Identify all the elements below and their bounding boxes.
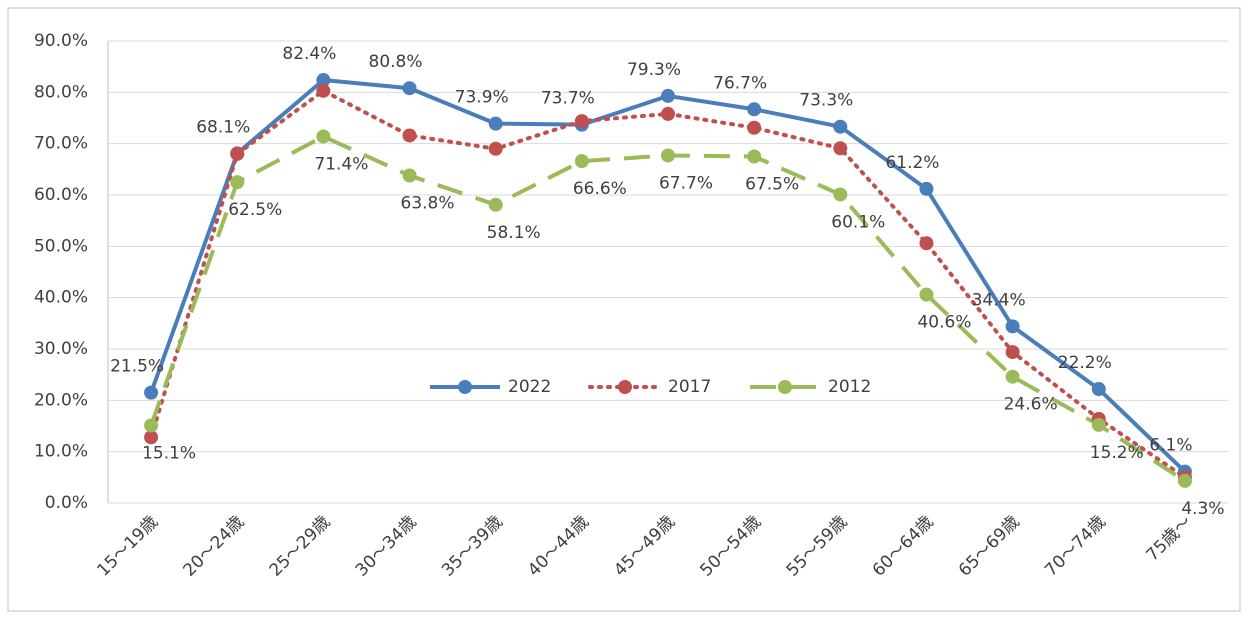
data-label: 15.2%: [1090, 443, 1144, 463]
data-label: 73.7%: [541, 89, 595, 109]
data-point: [833, 119, 848, 134]
legend-label: 2022: [508, 377, 551, 397]
x-tick-label: 75歳～: [1143, 512, 1196, 565]
data-label: 80.8%: [369, 52, 423, 72]
data-point: [919, 181, 934, 196]
data-label: 61.2%: [885, 153, 939, 173]
x-tick-label: 50～54歳: [696, 512, 765, 581]
data-point: [1005, 369, 1020, 384]
data-point: [1177, 473, 1192, 488]
data-point: [747, 149, 762, 164]
data-point: [661, 106, 675, 121]
data-label: 66.6%: [573, 179, 627, 199]
data-label: 73.9%: [455, 88, 509, 108]
data-point: [1005, 345, 1020, 360]
data-label: 71.4%: [314, 154, 368, 174]
data-label: 15.1%: [142, 443, 196, 463]
data-point: [919, 236, 934, 251]
data-label: 40.6%: [917, 313, 971, 333]
y-tick-label: 30.0%: [34, 339, 88, 359]
x-tick-label: 25～29歳: [266, 512, 335, 581]
data-label: 62.5%: [228, 200, 282, 220]
data-point: [1005, 319, 1020, 334]
data-label: 82.4%: [282, 44, 336, 64]
data-label: 6.1%: [1149, 436, 1192, 456]
data-label: 67.7%: [659, 173, 713, 193]
data-point: [1091, 382, 1106, 397]
x-tick-label: 30～34歳: [352, 512, 421, 581]
data-label: 79.3%: [627, 60, 681, 80]
data-label: 60.1%: [831, 212, 885, 232]
chart-border: [7, 7, 1241, 612]
data-point: [488, 197, 503, 212]
x-tick-label: 55～59歳: [783, 512, 852, 581]
x-tick-label: 45～49歳: [610, 512, 679, 581]
x-tick-label: 60～64歳: [869, 512, 938, 581]
data-label: 73.3%: [799, 91, 853, 111]
data-point: [1091, 417, 1106, 432]
data-point: [316, 73, 331, 88]
legend-marker: [458, 380, 472, 394]
legend-marker: [618, 380, 632, 394]
data-label: 63.8%: [401, 193, 455, 213]
data-point: [144, 385, 159, 400]
y-tick-label: 60.0%: [34, 185, 88, 205]
y-tick-label: 20.0%: [34, 390, 88, 410]
data-label: 24.6%: [1004, 395, 1058, 415]
data-point: [833, 141, 848, 156]
y-tick-label: 10.0%: [34, 442, 88, 462]
data-point: [402, 81, 417, 96]
data-point: [747, 120, 762, 135]
data-point: [230, 146, 245, 161]
x-tick-label: 15～19歳: [93, 512, 162, 581]
data-point: [747, 102, 762, 117]
legend-label: 2012: [828, 377, 871, 397]
y-tick-label: 70.0%: [34, 134, 88, 154]
x-tick-label: 65～69歳: [955, 512, 1024, 581]
data-point: [488, 116, 503, 131]
data-label: 58.1%: [487, 223, 541, 243]
x-tick-label: 35～39歳: [438, 512, 507, 581]
legend-label: 2017: [668, 377, 711, 397]
data-point: [574, 114, 589, 129]
y-tick-label: 0.0%: [45, 493, 88, 513]
data-point: [230, 175, 245, 190]
data-point: [316, 129, 331, 144]
data-point: [574, 154, 589, 169]
data-point: [316, 83, 331, 98]
y-tick-label: 50.0%: [34, 236, 88, 256]
data-point: [661, 88, 675, 103]
data-point: [488, 141, 503, 156]
y-tick-label: 80.0%: [34, 82, 88, 102]
data-label: 21.5%: [110, 357, 164, 377]
data-point: [144, 418, 159, 433]
x-tick-label: 40～44歳: [524, 512, 593, 581]
data-label: 34.4%: [972, 290, 1026, 310]
data-label: 4.3%: [1181, 499, 1224, 519]
data-label: 22.2%: [1058, 353, 1112, 373]
data-label: 76.7%: [713, 73, 767, 93]
y-tick-label: 90.0%: [34, 31, 88, 51]
data-point: [144, 430, 159, 445]
x-tick-label: 20～24歳: [180, 512, 249, 581]
y-tick-label: 40.0%: [34, 288, 88, 308]
data-point: [402, 168, 417, 183]
data-point: [833, 187, 848, 202]
data-point: [402, 128, 417, 143]
data-point: [661, 148, 675, 163]
data-point: [919, 287, 934, 302]
data-label: 68.1%: [196, 117, 250, 137]
data-label: 67.5%: [745, 175, 799, 195]
x-tick-label: 70～74歳: [1041, 512, 1110, 581]
legend-marker: [778, 380, 792, 394]
